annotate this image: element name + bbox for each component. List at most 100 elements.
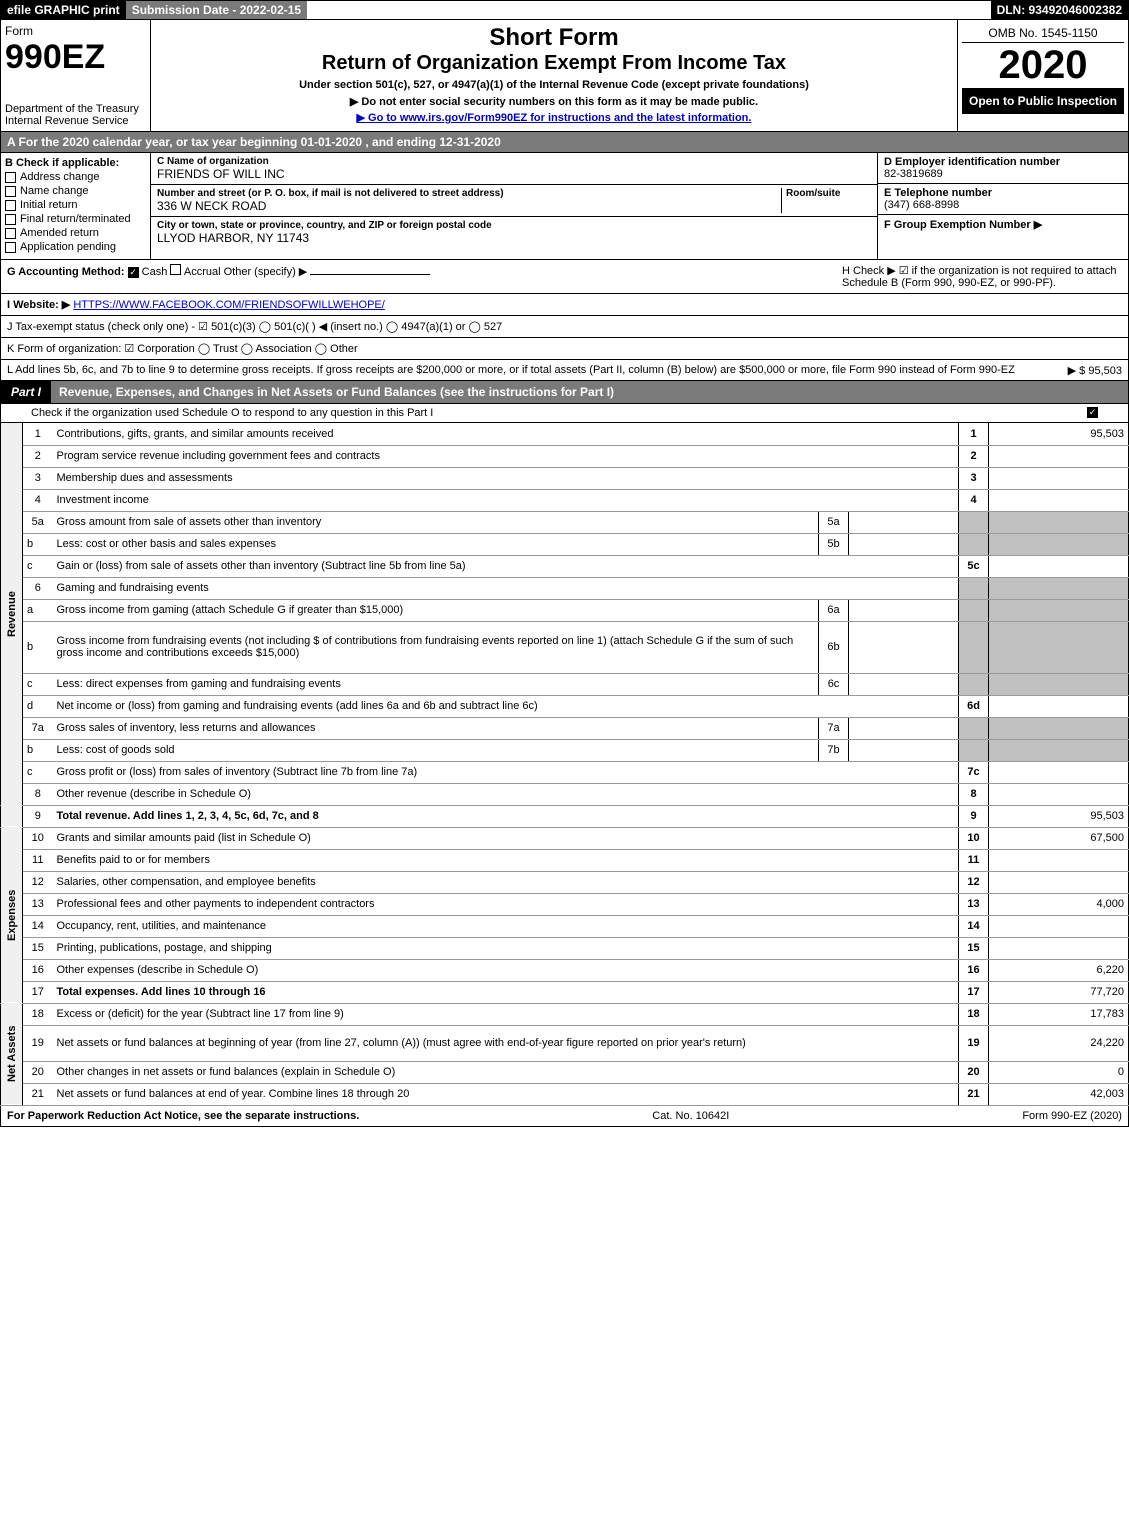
phone-label: E Telephone number	[884, 187, 1122, 199]
line-10-val: 67,500	[989, 827, 1129, 849]
line-5c-val	[989, 555, 1129, 577]
street-address: 336 W NECK ROAD	[157, 199, 781, 213]
line-20-num: 20	[23, 1061, 53, 1083]
line-5b-mval	[849, 533, 959, 555]
line-17-rnum: 17	[959, 981, 989, 1003]
line-4-num: 4	[23, 489, 53, 511]
line-6d-rnum: 6d	[959, 695, 989, 717]
line-k-org-form: K Form of organization: ☑ Corporation ◯ …	[0, 338, 1129, 360]
line-2-rnum: 2	[959, 445, 989, 467]
line-1-desc: Contributions, gifts, grants, and simila…	[53, 423, 959, 445]
line-9-num: 9	[23, 805, 53, 827]
checkbox-initial-return[interactable]	[5, 200, 16, 211]
efile-print-label[interactable]: efile GRAPHIC print	[1, 1, 126, 19]
line-11-num: 11	[23, 849, 53, 871]
line-16-val: 6,220	[989, 959, 1129, 981]
line-7c-rnum: 7c	[959, 761, 989, 783]
phone-value: (347) 668-8998	[884, 199, 1122, 211]
checkbox-accrual[interactable]	[170, 264, 181, 275]
part-1-check-o: Check if the organization used Schedule …	[0, 404, 1129, 423]
line-19-val: 24,220	[989, 1025, 1129, 1061]
label-other: Other (specify) ▶	[224, 266, 308, 278]
line-4-val	[989, 489, 1129, 511]
tax-year: 2020	[962, 43, 1124, 88]
line-15-num: 15	[23, 937, 53, 959]
line-16-rnum: 16	[959, 959, 989, 981]
line-14-desc: Occupancy, rent, utilities, and maintena…	[53, 915, 959, 937]
return-title: Return of Organization Exempt From Incom…	[155, 52, 953, 75]
line-18-rnum: 18	[959, 1003, 989, 1025]
expenses-section-label: Expenses	[1, 827, 23, 1003]
netassets-section-label: Net Assets	[1, 1003, 23, 1105]
line-10-num: 10	[23, 827, 53, 849]
line-i-website: I Website: ▶ HTTPS://WWW.FACEBOOK.COM/FR…	[0, 294, 1129, 316]
line-l-value: ▶ $ 95,503	[1068, 364, 1122, 377]
line-7b-desc: Less: cost of goods sold	[53, 739, 819, 761]
page-footer: For Paperwork Reduction Act Notice, see …	[0, 1106, 1129, 1127]
line-3-rnum: 3	[959, 467, 989, 489]
line-13-num: 13	[23, 893, 53, 915]
line-13-val: 4,000	[989, 893, 1129, 915]
checkbox-amended-return[interactable]	[5, 228, 16, 239]
line-14-num: 14	[23, 915, 53, 937]
line-18-num: 18	[23, 1003, 53, 1025]
line-10-desc: Grants and similar amounts paid (list in…	[53, 827, 959, 849]
city-label: City or town, state or province, country…	[157, 220, 871, 231]
form-number: 990EZ	[5, 38, 146, 77]
line-5b-num: b	[23, 533, 53, 555]
line-11-rnum: 11	[959, 849, 989, 871]
label-accrual: Accrual	[184, 266, 221, 278]
line-7a-desc: Gross sales of inventory, less returns a…	[53, 717, 819, 739]
line-6c-desc: Less: direct expenses from gaming and fu…	[53, 673, 819, 695]
dln-number: DLN: 93492046002382	[991, 1, 1128, 19]
department-label: Department of the Treasury	[5, 103, 146, 115]
omb-number: OMB No. 1545-1150	[962, 24, 1124, 43]
line-g-h: G Accounting Method: ✓ Cash Accrual Othe…	[0, 260, 1129, 294]
checkbox-address-change[interactable]	[5, 172, 16, 183]
part-1-table: Revenue 1 Contributions, gifts, grants, …	[0, 423, 1129, 1106]
checkbox-name-change[interactable]	[5, 186, 16, 197]
line-21-rnum: 21	[959, 1083, 989, 1105]
label-application-pending: Application pending	[20, 241, 116, 253]
checkbox-cash[interactable]: ✓	[128, 267, 139, 278]
line-8-rnum: 8	[959, 783, 989, 805]
line-5c-num: c	[23, 555, 53, 577]
line-7a-mnum: 7a	[819, 717, 849, 739]
entity-info-grid: B Check if applicable: Address change Na…	[0, 153, 1129, 260]
line-13-desc: Professional fees and other payments to …	[53, 893, 959, 915]
line-5b-mnum: 5b	[819, 533, 849, 555]
line-j-tax-exempt: J Tax-exempt status (check only one) - ☑…	[0, 316, 1129, 338]
box-h-schedule-b: H Check ▶ ☑ if the organization is not r…	[842, 264, 1122, 289]
line-5b-desc: Less: cost or other basis and sales expe…	[53, 533, 819, 555]
group-exemption-label: F Group Exemption Number ▶	[884, 218, 1122, 231]
line-3-num: 3	[23, 467, 53, 489]
label-initial-return: Initial return	[20, 199, 77, 211]
line-19-rnum: 19	[959, 1025, 989, 1061]
city-state-zip: LLYOD HARBOR, NY 11743	[157, 231, 871, 245]
line-6a-num: a	[23, 599, 53, 621]
line-12-desc: Salaries, other compensation, and employ…	[53, 871, 959, 893]
line-8-num: 8	[23, 783, 53, 805]
line-5a-desc: Gross amount from sale of assets other t…	[53, 511, 819, 533]
line-17-val: 77,720	[989, 981, 1129, 1003]
line-9-val: 95,503	[989, 805, 1129, 827]
irs-link[interactable]: ▶ Go to www.irs.gov/Form990EZ for instru…	[357, 112, 752, 124]
line-18-val: 17,783	[989, 1003, 1129, 1025]
check-o-text: Check if the organization used Schedule …	[31, 407, 433, 419]
checkbox-final-return[interactable]	[5, 214, 16, 225]
footer-right: Form 990-EZ (2020)	[1022, 1110, 1122, 1122]
line-21-desc: Net assets or fund balances at end of ye…	[53, 1083, 959, 1105]
checkbox-schedule-o[interactable]: ✓	[1087, 407, 1098, 418]
line-6b-desc: Gross income from fundraising events (no…	[53, 621, 819, 673]
ssn-warning: ▶ Do not enter social security numbers o…	[155, 95, 953, 108]
checkbox-application-pending[interactable]	[5, 242, 16, 253]
short-form-title: Short Form	[155, 24, 953, 52]
part-1-title: Revenue, Expenses, and Changes in Net As…	[51, 381, 1128, 403]
line-6a-desc: Gross income from gaming (attach Schedul…	[53, 599, 819, 621]
website-link[interactable]: HTTPS://WWW.FACEBOOK.COM/FRIENDSOFWILLWE…	[73, 299, 384, 311]
line-16-num: 16	[23, 959, 53, 981]
label-cash: Cash	[142, 266, 168, 278]
line-11-desc: Benefits paid to or for members	[53, 849, 959, 871]
part-1-header: Part I Revenue, Expenses, and Changes in…	[0, 381, 1129, 404]
footer-left: For Paperwork Reduction Act Notice, see …	[7, 1110, 359, 1122]
